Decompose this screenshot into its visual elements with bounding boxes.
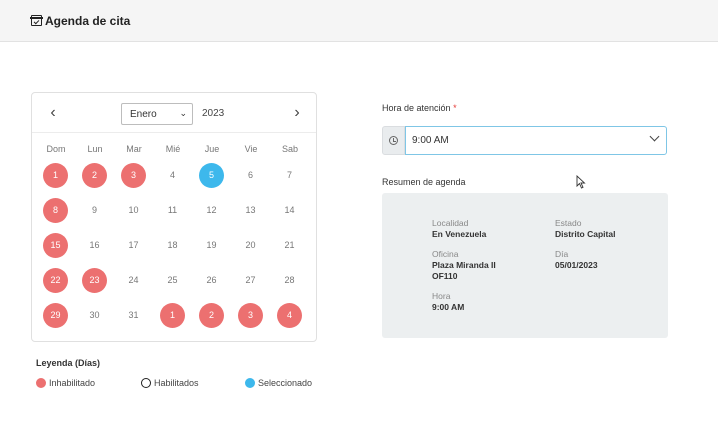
summary-hora: Hora 9:00 AM: [432, 291, 464, 313]
calendar-day-enabled[interactable]: 9: [91, 205, 97, 215]
time-select-value: 9:00 AM: [412, 135, 449, 146]
calendar-navigation: ‹ Enero ⌄ 2023 ›: [32, 93, 316, 133]
calendar-day-enabled[interactable]: 24: [128, 275, 139, 285]
calendar-day-enabled[interactable]: 18: [167, 240, 178, 250]
summary-panel: Localidad En Venezuela Estado Distrito C…: [382, 193, 668, 338]
calendar-day-disabled: 2: [82, 163, 107, 188]
mouse-cursor-icon: [576, 175, 586, 189]
previous-month-button[interactable]: ‹: [50, 104, 56, 121]
summary-estado: Estado Distrito Capital: [555, 218, 615, 240]
disabled-dot-icon: [36, 378, 46, 388]
hora-label-text: Hora de atención: [382, 103, 451, 113]
dia-label: Día: [555, 249, 569, 259]
legend-item-enabled: Habilitados: [141, 378, 199, 388]
month-select[interactable]: Enero ⌄: [121, 103, 193, 125]
calendar-day-enabled[interactable]: 16: [89, 240, 100, 250]
page-title: Agenda de cita: [45, 13, 131, 28]
hora-label: Hora de atención *: [382, 103, 457, 113]
calendar-widget: ‹ Enero ⌄ 2023 › Dom Lun Mar Mié Jue Vie Sab 1…: [31, 92, 317, 342]
chevron-down-icon: ⌄: [179, 108, 187, 118]
weekday-label: Mié: [165, 144, 181, 154]
weekday-label: Lun: [87, 144, 103, 154]
calendar-day-enabled[interactable]: 14: [284, 205, 295, 215]
required-mark: *: [453, 103, 457, 113]
localidad-value: En Venezuela: [432, 229, 487, 239]
resumen-label: Resumen de agenda: [382, 177, 466, 187]
calendar-day-disabled: 22: [43, 268, 68, 293]
calendar-day-disabled: 3: [238, 303, 263, 328]
oficina-label: Oficina: [432, 249, 459, 259]
calendar-day-disabled: 4: [277, 303, 302, 328]
legend-item-disabled: Inhabilitado: [36, 378, 95, 388]
weekday-label: Dom: [46, 144, 66, 154]
localidad-label: Localidad: [432, 218, 469, 228]
weekday-label: Sab: [281, 144, 298, 154]
calendar-day-enabled[interactable]: 25: [167, 275, 178, 285]
calendar-day-enabled[interactable]: 21: [284, 240, 295, 250]
calendar-day-enabled[interactable]: 31: [128, 310, 139, 320]
next-month-button[interactable]: ›: [294, 104, 300, 121]
calendar-day-disabled: 3: [121, 163, 146, 188]
calendar-day-enabled[interactable]: 30: [89, 310, 100, 320]
calendar-day-enabled[interactable]: 13: [245, 205, 256, 215]
calendar-day-disabled: 8: [43, 198, 68, 223]
calendar-day-enabled[interactable]: 20: [245, 240, 256, 250]
page-header: Agenda de cita: [0, 0, 718, 42]
dia-value: 05/01/2023: [555, 260, 598, 270]
calendar-day-disabled: 15: [43, 233, 68, 258]
calendar-day-enabled[interactable]: 28: [284, 275, 295, 285]
summary-localidad: Localidad En Venezuela: [432, 218, 486, 240]
calendar-day-enabled[interactable]: 17: [128, 240, 139, 250]
month-select-value: Enero: [130, 108, 157, 120]
calendar-day-enabled[interactable]: 11: [167, 205, 178, 215]
summary-oficina: Oficina Plaza Miranda II OF110: [432, 249, 496, 282]
legend-item-selected: Seleccionado: [245, 378, 312, 388]
calendar-day-enabled[interactable]: 6: [247, 170, 253, 180]
oficina-value-line2: OF110: [432, 271, 458, 281]
time-select[interactable]: 9:00 AM: [405, 126, 667, 155]
calendar-day-disabled: 1: [43, 163, 68, 188]
enabled-dot-icon: [141, 378, 151, 388]
estado-value: Distrito Capital: [555, 229, 616, 239]
calendar-day-enabled[interactable]: 4: [169, 170, 175, 180]
chevron-down-icon: [649, 131, 660, 142]
calendar-day-disabled: 1: [160, 303, 185, 328]
calendar-day-enabled[interactable]: 27: [245, 275, 256, 285]
weekday-label: Jue: [204, 144, 220, 154]
summary-dia: Día 05/01/2023: [555, 249, 598, 271]
calendar-day-disabled: 23: [82, 268, 107, 293]
legend-title: Leyenda (Días): [36, 358, 101, 368]
weekday-label: Vie: [244, 144, 258, 154]
oficina-value-line1: Plaza Miranda II: [432, 260, 496, 270]
hora-summary-label: Hora: [432, 291, 451, 301]
calendar-day-disabled: 29: [43, 303, 68, 328]
legend-label-selected: Seleccionado: [258, 378, 313, 388]
legend-label-enabled: Habilitados: [154, 378, 199, 388]
calendar-check-icon: [30, 15, 43, 26]
calendar-day-enabled[interactable]: 12: [206, 205, 217, 215]
calendar-day-enabled[interactable]: 10: [128, 205, 139, 215]
year-label: 2023: [202, 108, 225, 119]
clock-icon: [389, 136, 398, 145]
calendar-day-selected[interactable]: 5: [199, 163, 224, 188]
estado-label: Estado: [555, 218, 582, 228]
legend-label-disabled: Inhabilitado: [49, 378, 96, 388]
hora-summary-value: 9:00 AM: [432, 302, 465, 312]
time-prefix: [382, 126, 405, 155]
calendar-day-enabled[interactable]: 7: [286, 170, 292, 180]
selected-dot-icon: [245, 378, 255, 388]
calendar-day-disabled: 2: [199, 303, 224, 328]
weekday-label: Mar: [126, 144, 142, 154]
calendar-day-enabled[interactable]: 26: [206, 275, 217, 285]
calendar-day-enabled[interactable]: 19: [206, 240, 217, 250]
